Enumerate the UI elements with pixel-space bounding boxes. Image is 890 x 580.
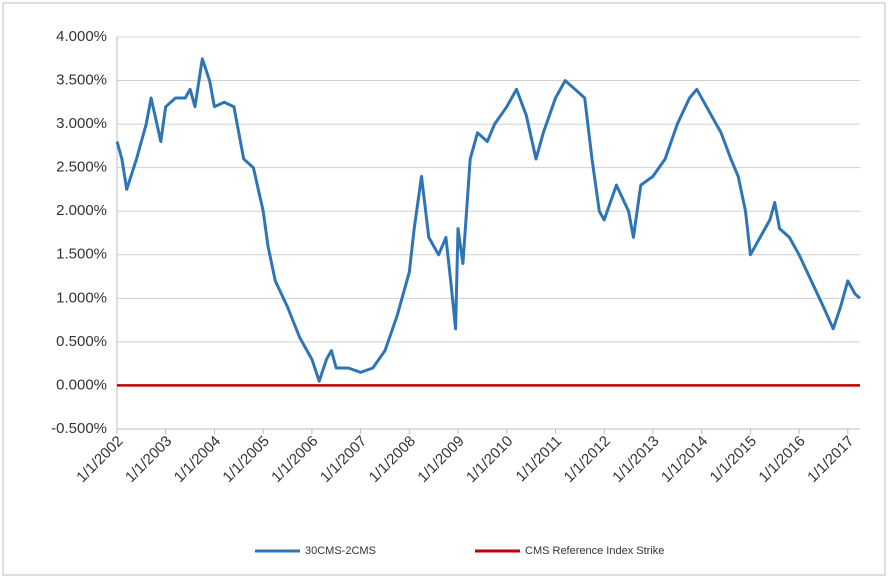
y-tick-label: 3.000% [56,115,107,132]
y-tick-label: 0.500% [56,333,107,350]
legend-label: CMS Reference Index Strike [525,545,664,557]
y-tick-label: -0.500% [51,420,107,437]
y-tick-label: 1.500% [56,246,107,263]
series-line [115,57,861,383]
y-tick-label: 2.500% [56,159,107,176]
y-tick-label: 0.000% [56,376,107,393]
y-tick-label: 4.000% [56,28,107,45]
y-tick-label: 3.500% [56,72,107,89]
y-tick-label: 2.000% [56,202,107,219]
y-tick-label: 1.000% [56,289,107,306]
legend-label: 30CMS-2CMS [305,545,376,557]
